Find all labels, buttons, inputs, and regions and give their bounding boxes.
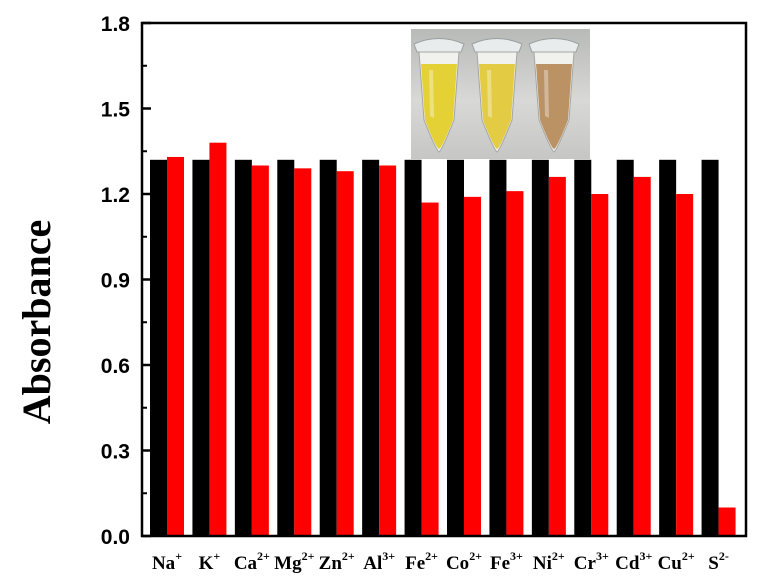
bar-red-1 bbox=[209, 142, 227, 536]
bar-red-7 bbox=[464, 196, 481, 536]
bar-black-8 bbox=[489, 159, 507, 537]
bar-red-5 bbox=[379, 165, 397, 536]
bar-black-10 bbox=[574, 159, 592, 537]
x-tick-label: Zn2+ bbox=[319, 549, 355, 574]
bar-black-1 bbox=[192, 159, 210, 537]
y-tick-label: 1.2 bbox=[101, 184, 130, 207]
bar-black-13 bbox=[701, 159, 719, 537]
bar-black-0 bbox=[150, 159, 167, 537]
x-tick-label: Co2+ bbox=[446, 549, 482, 574]
x-tick-label: Mg2+ bbox=[274, 549, 314, 574]
bar-red-12 bbox=[676, 194, 694, 536]
sample-tube-1 bbox=[413, 38, 465, 153]
x-tick-label: Cr3+ bbox=[574, 549, 609, 574]
sample-tube-3 bbox=[528, 38, 580, 153]
bar-black-5 bbox=[362, 159, 380, 537]
bar-red-2 bbox=[251, 165, 269, 536]
x-tick-label: Fe2+ bbox=[405, 549, 438, 574]
bars-group bbox=[150, 142, 736, 537]
y-tick-label: 0.3 bbox=[101, 441, 130, 464]
x-tick-label: Al3+ bbox=[363, 549, 395, 574]
bar-black-7 bbox=[447, 159, 464, 537]
bar-red-0 bbox=[167, 156, 184, 536]
x-tick-label: Ni2+ bbox=[533, 549, 565, 574]
y-tick-label: 1.8 bbox=[101, 13, 131, 36]
bar-black-2 bbox=[234, 159, 252, 537]
bar-red-4 bbox=[336, 171, 354, 536]
inset-photo bbox=[411, 29, 590, 159]
bar-red-11 bbox=[633, 176, 651, 536]
x-tick-label: Cu2+ bbox=[658, 549, 695, 574]
y-tick-label: 1.5 bbox=[101, 99, 131, 122]
y-tick-label: 0.0 bbox=[101, 526, 130, 549]
y-ticks: 0.0 0.3 0.6 0.9 1.2 1.5 1.8 bbox=[101, 13, 151, 549]
bar-black-12 bbox=[659, 159, 677, 537]
sample-tube-2 bbox=[471, 38, 523, 153]
y-tick-label: 0.6 bbox=[101, 355, 130, 378]
x-tick-labels: Na+ K+ Ca2+ Mg2+ Zn2+ Al3+ Fe2+ Co2+ Fe3+ Ni2+ Cr3… bbox=[152, 549, 729, 574]
x-tick-label: S2- bbox=[708, 549, 729, 574]
y-tick-label: 0.9 bbox=[101, 270, 130, 293]
x-tick-label: K+ bbox=[199, 549, 221, 574]
x-tick-label: Ca2+ bbox=[234, 549, 270, 574]
x-tick-label: Cd3+ bbox=[615, 549, 652, 574]
bar-black-4 bbox=[319, 159, 337, 537]
bar-black-3 bbox=[277, 159, 295, 537]
bar-black-9 bbox=[531, 159, 549, 537]
bar-red-6 bbox=[421, 202, 439, 537]
bar-red-8 bbox=[506, 191, 524, 536]
x-tick-label: Fe3+ bbox=[490, 549, 523, 574]
bar-black-6 bbox=[404, 159, 422, 537]
bar-red-3 bbox=[294, 168, 312, 536]
bar-black-11 bbox=[616, 159, 634, 537]
bar-red-13 bbox=[718, 507, 736, 536]
y-axis-title: Absorbance bbox=[14, 220, 59, 424]
bar-red-9 bbox=[548, 176, 566, 536]
sample-tubes bbox=[413, 38, 580, 153]
x-tick-label: Na+ bbox=[152, 549, 182, 574]
bar-red-10 bbox=[591, 194, 609, 536]
